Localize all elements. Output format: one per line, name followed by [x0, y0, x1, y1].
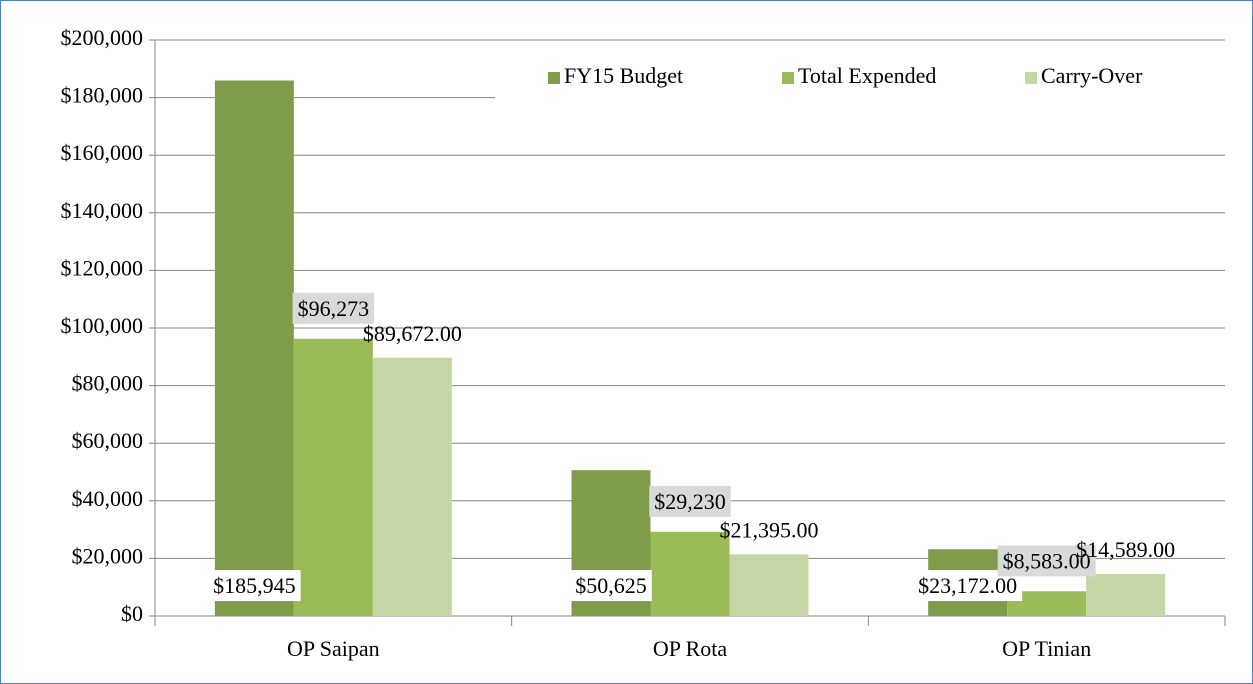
- y-tick-label: $60,000: [72, 428, 144, 453]
- bar: [372, 357, 452, 616]
- x-tick-label: OP Saipan: [287, 636, 380, 661]
- bar: [214, 80, 294, 617]
- data-label: $96,273: [298, 296, 370, 321]
- data-label: $8,583.00: [1003, 548, 1091, 573]
- x-tick-label: OP Rota: [653, 636, 728, 661]
- legend-swatch: [548, 72, 560, 84]
- data-label-background: [649, 485, 731, 517]
- data-label: $185,945: [213, 573, 296, 598]
- bar: [293, 338, 373, 616]
- y-tick-label: $20,000: [72, 543, 144, 568]
- data-label: $21,395.00: [720, 517, 819, 542]
- y-tick-label: $200,000: [61, 25, 144, 50]
- legend-label: FY15 Budget: [564, 63, 683, 88]
- y-tick-label: $140,000: [61, 198, 144, 223]
- y-tick-label: $80,000: [72, 371, 144, 396]
- data-label-background: [292, 292, 375, 324]
- legend-swatch: [1025, 72, 1037, 84]
- y-tick-label: $120,000: [61, 255, 144, 280]
- y-tick-label: $40,000: [72, 486, 144, 511]
- legend-label: Carry-Over: [1041, 63, 1143, 88]
- data-label: $14,589.00: [1076, 537, 1175, 562]
- bar: [650, 531, 730, 616]
- data-label: $50,625: [575, 573, 647, 598]
- data-label: $23,172.00: [918, 573, 1017, 598]
- bar: [729, 554, 809, 616]
- data-label: $29,230: [654, 489, 726, 514]
- y-tick-label: $180,000: [61, 83, 144, 108]
- legend-background: [495, 54, 1225, 106]
- data-label-background: [570, 570, 652, 602]
- data-label: $89,672.00: [363, 321, 462, 346]
- y-tick-label: $100,000: [61, 313, 144, 338]
- x-tick-label: OP Tinian: [1002, 636, 1091, 661]
- bar: [1086, 573, 1166, 616]
- data-label-background: [997, 545, 1096, 577]
- y-tick-label: $160,000: [61, 140, 144, 165]
- legend-label: Total Expended: [798, 63, 936, 88]
- y-tick-label: $0: [121, 601, 143, 626]
- legend-swatch: [782, 72, 794, 84]
- data-label-background: [208, 570, 301, 602]
